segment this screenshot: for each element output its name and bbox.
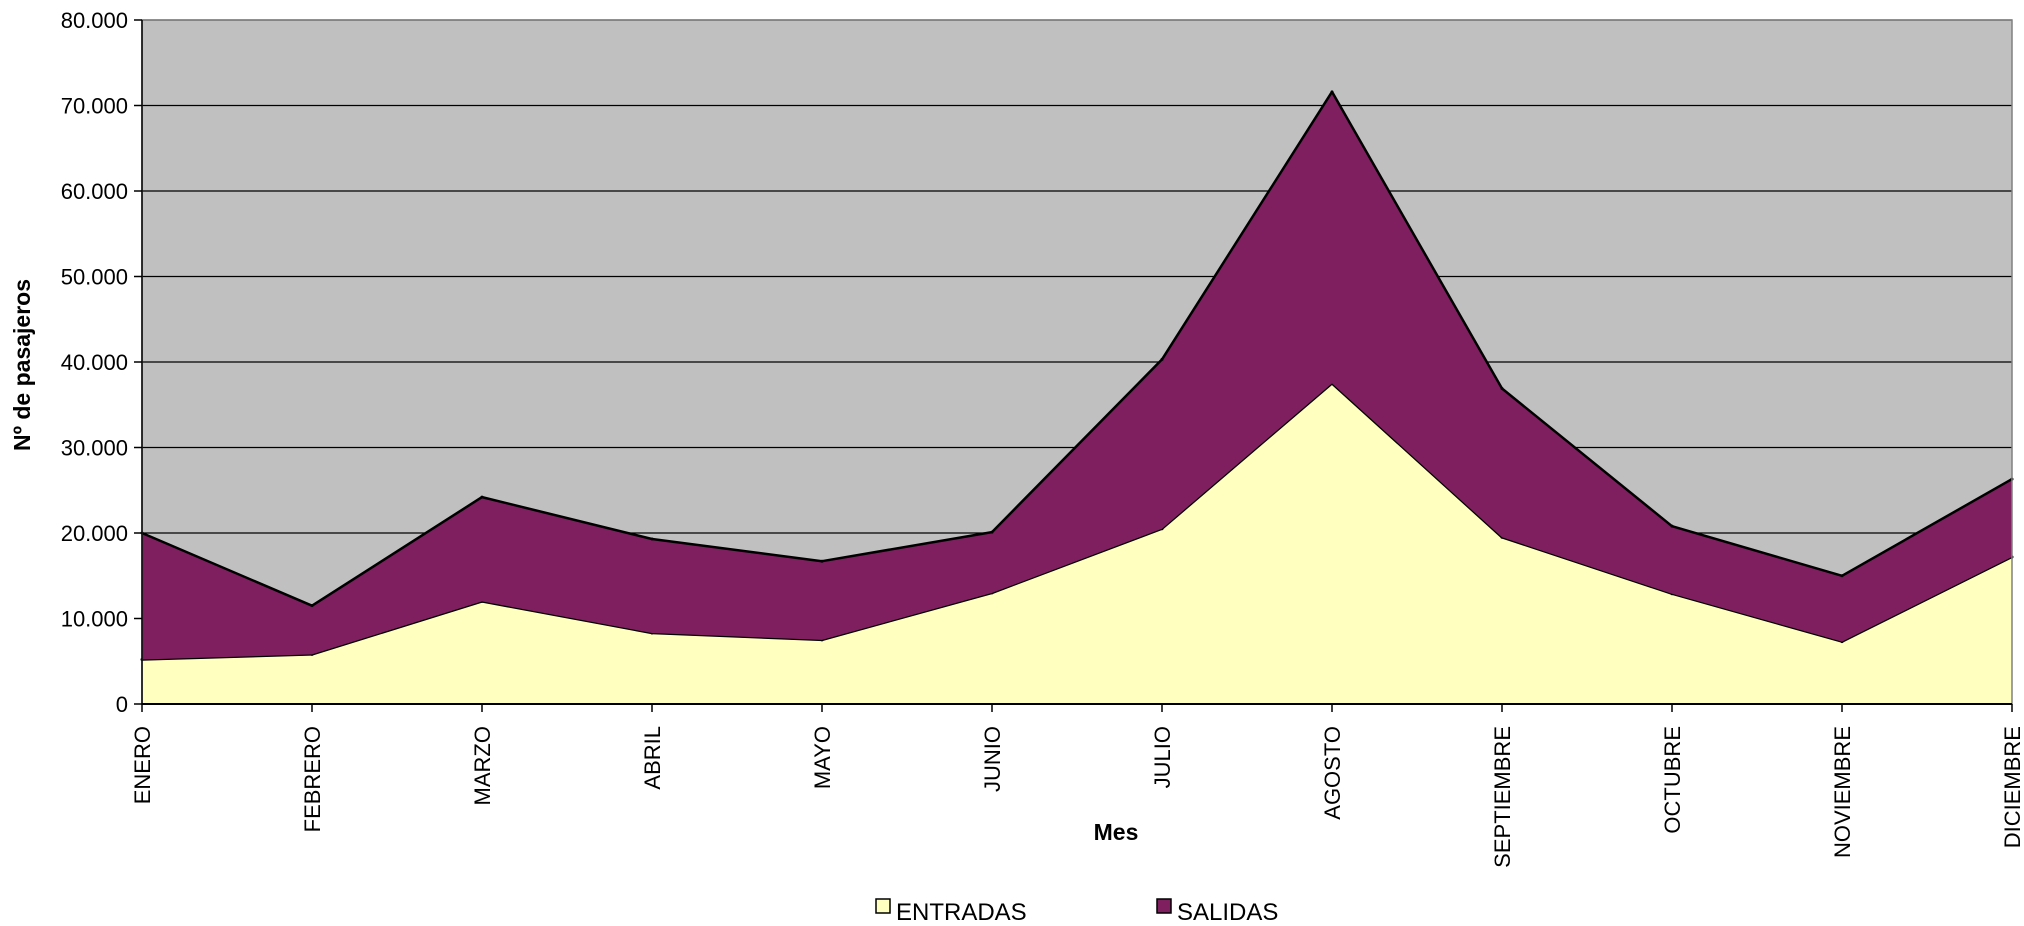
y-tick-labels: 0 10.000 20.000 30.000 40.000 50.000 60.000 70.…	[61, 8, 142, 717]
point-salidas	[480, 495, 484, 499]
legend-swatch-salidas	[1156, 898, 1172, 914]
point-salidas	[1500, 387, 1504, 391]
x-tick-label: AGOSTO	[1320, 726, 1345, 820]
x-tick-label: ENERO	[130, 726, 155, 804]
point-salidas	[990, 530, 994, 534]
y-tick-label: 30.000	[61, 436, 128, 461]
series-areas	[140, 90, 2014, 704]
y-tick-label: 10.000	[61, 607, 128, 632]
legend-swatch-entradas	[875, 898, 891, 914]
x-tick-label: FEBRERO	[300, 726, 325, 832]
y-tick-label: 80.000	[61, 8, 128, 33]
area-salidas	[142, 91, 2012, 660]
point-salidas	[1160, 357, 1164, 361]
y-tick-label: 20.000	[61, 521, 128, 546]
y-tick-label: 70.000	[61, 94, 128, 119]
legend-label-salidas: SALIDAS	[1177, 899, 1278, 926]
point-salidas	[650, 537, 654, 541]
y-tick-label: 50.000	[61, 265, 128, 290]
legend: ENTRADAS SALIDAS	[875, 898, 1278, 926]
line-salidas	[141, 90, 2013, 607]
area-entradas	[142, 383, 2012, 704]
legend-label-entradas: ENTRADAS	[896, 899, 1027, 926]
x-tick-label: MAYO	[810, 726, 835, 789]
x-tick-labels: ENERO FEBRERO MARZO ABRIL MAYO JUNIO JULIO AGOS…	[130, 704, 2024, 868]
x-tick-label: JUNIO	[980, 726, 1005, 792]
x-tick-label: MARZO	[470, 726, 495, 805]
point-salidas	[310, 604, 314, 608]
y-tick-label: 60.000	[61, 179, 128, 204]
y-axis-title: Nº de pasajeros	[9, 279, 35, 451]
point-salidas	[1330, 90, 1334, 94]
x-tick-label: OCTUBRE	[1660, 726, 1685, 834]
x-tick-label: DICIEMBRE	[2000, 726, 2024, 848]
x-tick-label: SEPTIEMBRE	[1490, 726, 1515, 868]
y-tick-label: 40.000	[61, 350, 128, 375]
point-salidas	[820, 559, 824, 563]
x-tick-label: ABRIL	[640, 726, 665, 790]
x-tick-label: JULIO	[1150, 726, 1175, 788]
point-salidas	[1670, 524, 1674, 528]
x-axis-title: Mes	[1094, 819, 1139, 845]
point-salidas	[1840, 574, 1844, 578]
x-tick-label: NOVIEMBRE	[1830, 726, 1855, 858]
y-tick-label: 0	[116, 692, 128, 717]
